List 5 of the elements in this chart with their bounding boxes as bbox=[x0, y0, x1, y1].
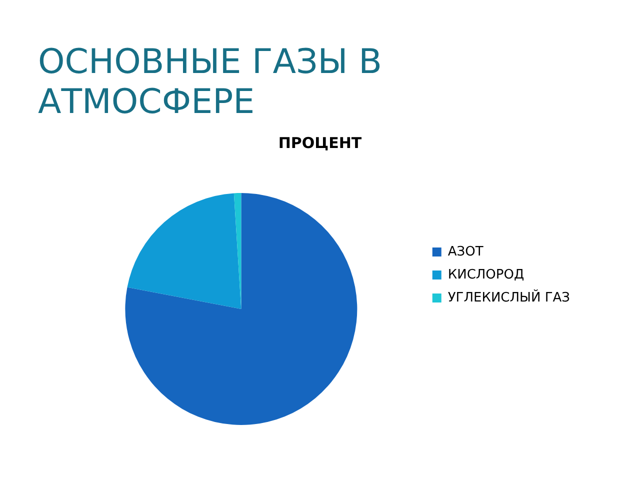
chart-title: ОСНОВНЫЕ ГАЗЫ В АТМОСФЕРЕ bbox=[38, 42, 383, 122]
legend-label: КИСЛОРОД bbox=[448, 267, 524, 282]
chart-subtitle: ПРОЦЕНТ bbox=[278, 134, 362, 152]
legend-label: УГЛЕКИСЛЫЙ ГАЗ bbox=[448, 288, 570, 306]
legend-label: АЗОТ bbox=[448, 244, 484, 260]
